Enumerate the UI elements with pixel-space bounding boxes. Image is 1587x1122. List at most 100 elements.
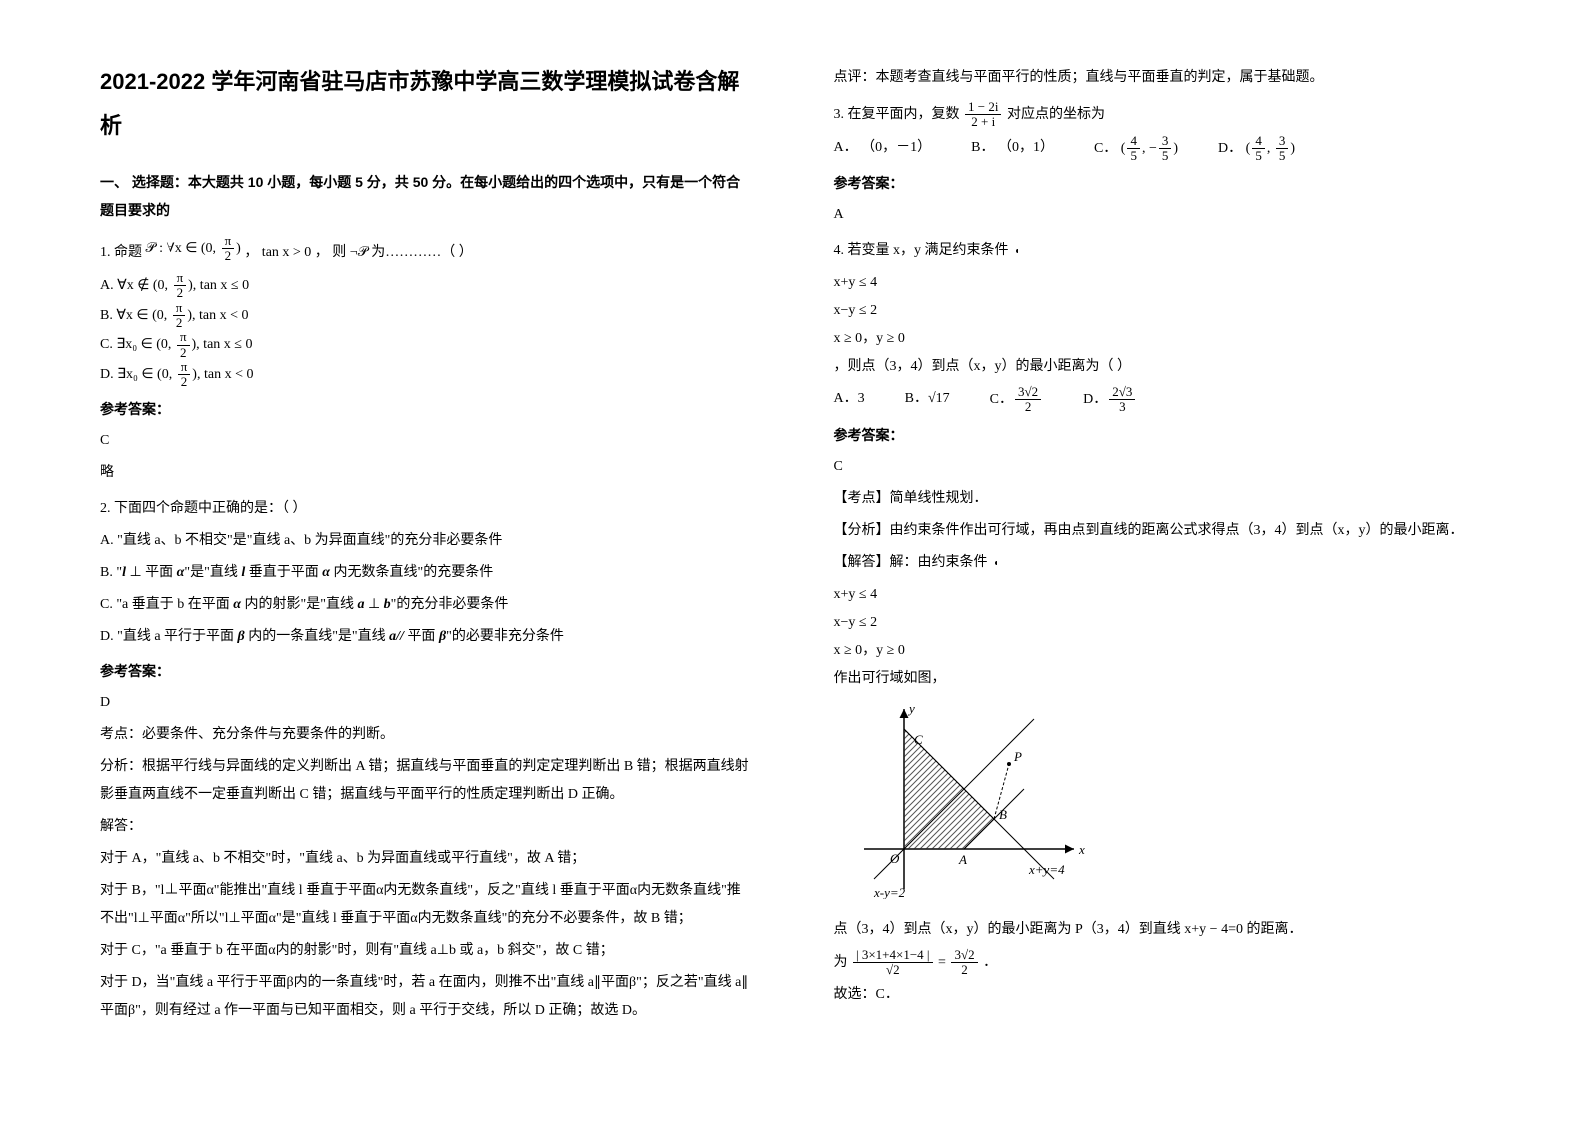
q3-D: D． (45, 35) bbox=[1218, 134, 1295, 164]
t: 为 bbox=[834, 955, 852, 970]
figure-svg: O x y A B C P x+y=4 x-y=2 bbox=[854, 699, 1114, 899]
f: 2√3 bbox=[1109, 385, 1135, 400]
q4-ans-head: 参考答案： bbox=[834, 421, 1488, 449]
t: , − bbox=[1142, 141, 1157, 156]
f: 5 bbox=[1159, 149, 1172, 163]
t: ) bbox=[1290, 141, 1295, 156]
n: 1 − 2i bbox=[965, 100, 1001, 115]
q1-stem: 1. 命题 𝒫 : ∀x ∈ (0, π2) ， tan x > 0 ， 则 ¬… bbox=[100, 234, 754, 267]
q1-D-pre: ∃x₀ ∈ (0, bbox=[117, 367, 176, 382]
q4-formula: 为 | 3×1+4×1−4 |√2 = 3√22 ． bbox=[834, 948, 1488, 978]
q1-B-pre: ∀x ∈ (0, bbox=[116, 308, 170, 323]
q3-A: A． （0，－1） bbox=[834, 134, 932, 164]
fig-B: B bbox=[999, 807, 1007, 822]
q4-kd: 【考点】简单线性规划． bbox=[834, 485, 1488, 513]
f: 2 bbox=[1015, 400, 1041, 414]
q4-jd: 【解答】解：由约束条件 bbox=[834, 549, 1488, 577]
frac-num: π bbox=[222, 234, 235, 249]
fig-A: A bbox=[958, 852, 967, 867]
q2-l4: 对于 D，当"直线 a 平行于平面β内的一条直线"时，若 a 在面内，则推不出"… bbox=[100, 969, 754, 1025]
t: , bbox=[1267, 141, 1274, 156]
f: π bbox=[173, 301, 186, 316]
t: 【解答】解：由约束条件 bbox=[834, 555, 992, 570]
sys1: x+y ≤ 4 bbox=[834, 269, 1488, 297]
q4-fx: 【分析】由约束条件作出可行域，再由点到直线的距离公式求得点（3，4）到点（x，y… bbox=[834, 517, 1488, 545]
fig-C: C bbox=[914, 732, 923, 747]
q2-l2: 对于 B，"l⊥平面α"能推出"直线 l 垂直于平面α内无数条直线"，反之"直线… bbox=[100, 877, 754, 933]
right-column: 点评：本题考查直线与平面平行的性质；直线与平面垂直的判定，属于基础题。 3. 在… bbox=[834, 60, 1488, 1029]
q1-options-row2: C. ∃x₀ ∈ (0, π2), tan x ≤ 0 D. ∃x₀ ∈ (0,… bbox=[100, 330, 754, 389]
f: 3√2 bbox=[1015, 385, 1041, 400]
q2-ans: D bbox=[100, 689, 754, 717]
doc-title: 2021-2022 学年河南省驻马店市苏豫中学高三数学理模拟试卷含解析 bbox=[100, 60, 754, 148]
q4-for-frac2: 3√22 bbox=[951, 948, 977, 978]
f: 2 bbox=[177, 346, 190, 360]
q3-post: 对应点的坐标为 bbox=[1007, 107, 1105, 122]
q3-B: B． （0，1） bbox=[971, 134, 1054, 164]
sym-a: α bbox=[233, 597, 241, 612]
f: 4 bbox=[1252, 134, 1265, 149]
q4-stem: 4. 若变量 x，y 满足约束条件 bbox=[834, 237, 1488, 265]
q2-B: B. "l ⊥ 平面 α"是"直线 l 垂直于平面 α 内无数条直线"的充要条件 bbox=[100, 559, 754, 587]
q1-prop: 𝒫 : ∀x ∈ (0, π2) bbox=[146, 241, 245, 256]
q2-ans-head: 参考答案： bbox=[100, 657, 754, 685]
sym-b: β bbox=[238, 629, 245, 644]
q1-frac: π2 bbox=[222, 234, 235, 264]
sys3: x ≥ 0，y ≥ 0 bbox=[834, 325, 1488, 353]
q4-D: D．2√33 bbox=[1083, 385, 1137, 415]
f: 5 bbox=[1276, 149, 1289, 163]
f: 2 bbox=[178, 375, 191, 389]
t: B． bbox=[905, 391, 928, 406]
t: "的必要非充分条件 bbox=[446, 629, 564, 644]
t: 内无数条直线"的充要条件 bbox=[330, 565, 493, 580]
q2-l1: 对于 A，"直线 a、b 不相交"时，"直线 a、b 为异面直线或平行直线"，故… bbox=[100, 845, 754, 873]
fig-P: P bbox=[1013, 749, 1022, 764]
f: 5 bbox=[1252, 149, 1265, 163]
t: ⊥ bbox=[364, 597, 383, 612]
q1-pprefix: 𝒫 : ∀x ∈ (0, bbox=[146, 241, 220, 256]
d: 2 + i bbox=[965, 115, 1001, 129]
left-column: 2021-2022 学年河南省驻马店市苏豫中学高三数学理模拟试卷含解析 一、 选… bbox=[100, 60, 754, 1029]
fig-y: y bbox=[907, 701, 915, 716]
frac-den: 2 bbox=[222, 249, 235, 263]
section-1-head: 一、 选择题：本大题共 10 小题，每小题 5 分，共 50 分。在每小题给出的… bbox=[100, 168, 754, 224]
sys2: x−y ≤ 2 bbox=[834, 297, 1488, 325]
t: D. "直线 a 平行于平面 bbox=[100, 629, 238, 644]
sq: √17 bbox=[928, 391, 950, 406]
f: 2 bbox=[174, 286, 187, 300]
q3-pre: 3. 在复平面内，复数 bbox=[834, 107, 964, 122]
t: 内的一条直线"是"直线 bbox=[245, 629, 389, 644]
q4-line: 点（3，4）到点（x，y）的最小距离为 P（3，4）到直线 x+y − 4=0 … bbox=[834, 916, 1488, 944]
f: 5 bbox=[1127, 149, 1140, 163]
sym-a: α bbox=[322, 565, 330, 580]
sym-all: a// bbox=[389, 629, 404, 644]
q1-ans-head: 参考答案： bbox=[100, 395, 754, 423]
f: 4 bbox=[1127, 134, 1140, 149]
f: π bbox=[177, 330, 190, 345]
fig-l1: x+y=4 bbox=[1028, 862, 1065, 877]
sys3: x ≥ 0，y ≥ 0 bbox=[834, 637, 1488, 665]
d: 2 bbox=[951, 963, 977, 977]
q2-fx: 分析：根据平行线与异面线的定义判断出 A 错；据直线与平面垂直的判定定理判断出 … bbox=[100, 753, 754, 809]
q1-ans2: 略 bbox=[100, 459, 754, 487]
fig-O: O bbox=[890, 851, 900, 866]
q3-ans: A bbox=[834, 201, 1488, 229]
q1-options-row1: A. ∀x ∉ (0, π2), tan x ≤ 0 B. ∀x ∈ (0, π… bbox=[100, 271, 754, 330]
f: 3 bbox=[1109, 400, 1135, 414]
q2-stem: 2. 下面四个命题中正确的是：（ ） bbox=[100, 495, 754, 523]
t: 内的射影"是"直线 bbox=[241, 597, 357, 612]
q1-post: ， tan x > 0 ， 则 ¬𝒫 为…………（ ） bbox=[244, 245, 473, 260]
right-top: 点评：本题考查直线与平面平行的性质；直线与平面垂直的判定，属于基础题。 bbox=[834, 64, 1488, 92]
t: C. "a 垂直于 b 在平面 bbox=[100, 597, 233, 612]
q2-jd: 解答： bbox=[100, 813, 754, 841]
q4-C: C．3√22 bbox=[990, 385, 1043, 415]
q4-options: A．3 B．√17 C．3√22 D．2√33 bbox=[834, 385, 1488, 415]
q1-C-pre: ∃x₀ ∈ (0, bbox=[116, 337, 175, 352]
q1-psuffix: ) bbox=[236, 241, 241, 256]
f: 3 bbox=[1159, 134, 1172, 149]
q4-system2 bbox=[995, 561, 1003, 565]
fig-l2: x-y=2 bbox=[873, 885, 906, 899]
q4-pre: 4. 若变量 x，y 满足约束条件 bbox=[834, 243, 1013, 258]
eq: = bbox=[938, 955, 946, 970]
n: | 3×1+4×1−4 | bbox=[853, 948, 933, 963]
